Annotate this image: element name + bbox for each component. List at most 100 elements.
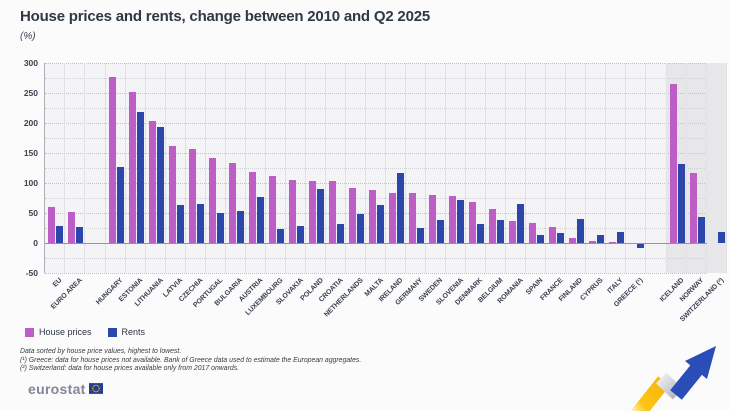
eurostat-logo: eurostat — [28, 381, 86, 397]
bar-house — [168, 145, 176, 243]
bar-rent — [596, 234, 604, 243]
bar-rent — [456, 200, 464, 243]
footnote-greece: (¹) Greece: data for house prices not av… — [20, 356, 362, 364]
bar-rent — [396, 172, 404, 243]
bar-rent — [176, 204, 184, 243]
bar-group: LITHUANIA — [133, 63, 166, 308]
bar-house — [388, 192, 396, 243]
bar-house — [508, 220, 516, 243]
bar-house — [108, 76, 116, 243]
bar-rent — [677, 164, 685, 243]
bar-house — [288, 180, 296, 243]
unit-subtitle: (%) — [20, 31, 36, 42]
bar-rent — [717, 231, 725, 243]
bar-house — [47, 207, 55, 243]
bar-group: NETHERLANDS — [323, 63, 366, 319]
gridline — [45, 228, 707, 229]
bar-house — [568, 238, 576, 243]
bar-house — [689, 172, 697, 243]
y-axis-tick-label: 100 — [23, 178, 38, 188]
bar-house — [408, 193, 416, 243]
bar-house — [308, 180, 316, 243]
bar-group: GREECE (¹) — [613, 63, 646, 308]
gridline — [45, 258, 707, 259]
bar-group: ICELAND — [659, 63, 687, 303]
bar-group: DENMARK — [455, 63, 486, 307]
gridline — [45, 93, 707, 94]
bar-rent — [256, 197, 264, 243]
bar-house — [468, 202, 476, 243]
column-spacer — [85, 63, 106, 273]
bar-house — [208, 157, 216, 243]
gridline — [45, 108, 707, 109]
bar-rent — [276, 228, 284, 243]
bar-house — [428, 195, 436, 243]
bar-house — [669, 84, 677, 243]
legend-item-house-prices: House prices — [25, 327, 92, 337]
bar-house — [608, 242, 616, 243]
bar-group: CYPRUS — [579, 63, 606, 302]
legend: House prices Rents — [25, 327, 145, 337]
bar-rent — [216, 213, 224, 243]
x-axis-label: HUNGARY — [95, 277, 125, 307]
bar-rent — [196, 204, 204, 243]
bar-group: SWITZERLAND (²) — [679, 63, 727, 323]
bar-house — [548, 226, 556, 243]
y-axis-tick-label: 250 — [23, 88, 38, 98]
bar-rent — [576, 219, 584, 243]
bar-group: SPAIN — [525, 63, 546, 296]
gridline — [45, 168, 707, 169]
gridline — [45, 123, 707, 124]
bar-rent — [616, 231, 624, 243]
bar-house — [368, 190, 376, 243]
bar-group: CZECHIA — [178, 63, 206, 303]
gridline — [45, 213, 707, 214]
bar-group: IRELAND — [378, 63, 406, 303]
house-prices-swatch-icon — [25, 327, 34, 337]
legend-item-rents: Rents — [107, 327, 146, 337]
bar-group: FRANCE — [539, 63, 566, 302]
gridline — [45, 138, 707, 139]
bar-group: ITALY — [606, 63, 626, 295]
bar-group: POLAND — [299, 63, 326, 302]
footer: eurostat — [28, 381, 103, 397]
bar-house — [188, 149, 196, 243]
y-axis-tick-label: 50 — [28, 208, 38, 218]
bar-rent — [296, 225, 304, 243]
bar-rent — [156, 127, 164, 243]
bar-group: SLOVAKIA — [275, 63, 306, 307]
y-axis-tick-label: 150 — [23, 148, 38, 158]
bar-rent — [55, 225, 63, 243]
bar-rent — [476, 223, 484, 243]
bar-house — [228, 163, 236, 243]
plot-area: EU EURO AREA HUNGARY ESTONIA LITHUANIA LATVIA… — [44, 63, 727, 323]
bar-rent — [536, 235, 544, 243]
eurostat-ribbon-arrow-icon — [630, 346, 716, 411]
bar-group: BULGARIA — [214, 63, 246, 308]
bar-group: FINLAND — [558, 63, 586, 303]
bar-rent — [436, 219, 444, 243]
gridline — [45, 78, 707, 79]
y-axis-tick-label: -50 — [25, 268, 38, 278]
bar-house — [448, 195, 456, 243]
bar-rent — [356, 214, 364, 243]
bar-rent — [75, 226, 83, 243]
eu-flag-icon — [88, 382, 103, 394]
bar-group: SWEDEN — [418, 63, 446, 303]
bar-group: SLOVENIA — [435, 63, 466, 307]
y-axis-tick-label: 200 — [23, 118, 38, 128]
bar-group: GERMANY — [395, 63, 426, 307]
bar-house — [528, 223, 536, 243]
page-title: House prices and rents, change between 2… — [20, 8, 431, 25]
bar-group: ROMANIA — [496, 63, 526, 305]
bar-group: CROATIA — [318, 63, 346, 304]
bar-rent — [116, 167, 124, 243]
footnotes: Data sorted by house price values, highe… — [20, 348, 361, 374]
bar-group: EU — [45, 63, 65, 289]
legend-label-rents: Rents — [121, 327, 146, 337]
bar-rent — [636, 243, 644, 248]
footnote-sorting: Data sorted by house price values, highe… — [20, 348, 182, 355]
bar-rent — [316, 189, 324, 243]
bar-group: ESTONIA — [118, 63, 146, 303]
